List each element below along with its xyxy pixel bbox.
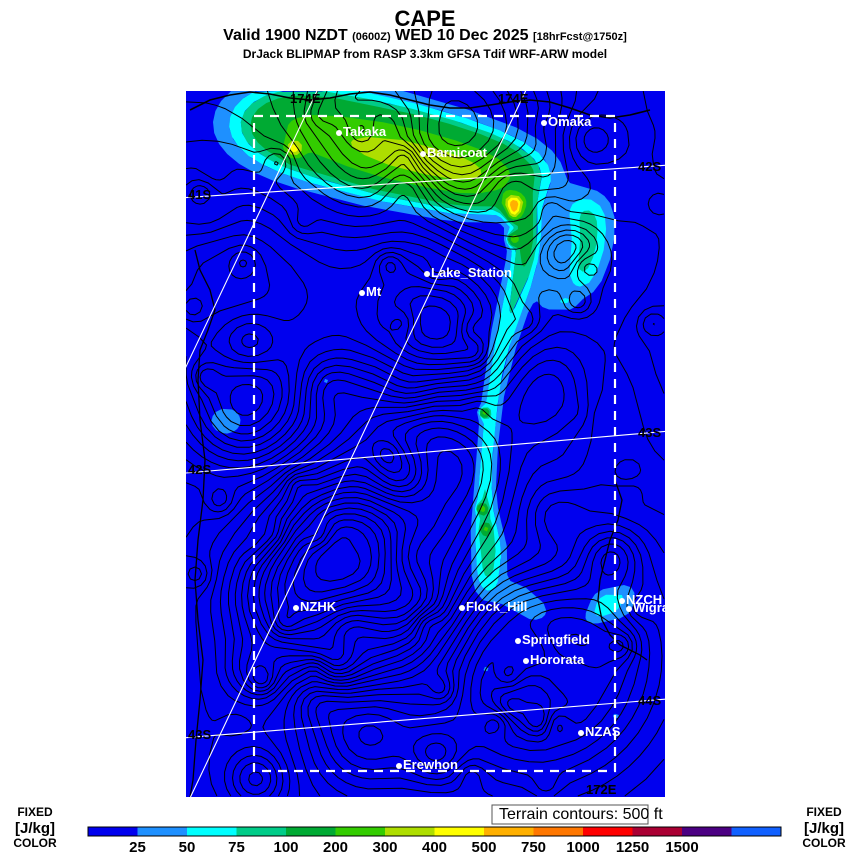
svg-text:50: 50 — [179, 839, 196, 856]
svg-text:500: 500 — [471, 839, 496, 856]
svg-text:174E: 174E — [290, 91, 321, 106]
svg-text:43S: 43S — [638, 425, 661, 440]
svg-text:1250: 1250 — [616, 839, 649, 856]
svg-text:174E: 174E — [498, 91, 529, 106]
svg-text:42S: 42S — [188, 462, 211, 477]
svg-text:44S: 44S — [638, 693, 661, 708]
svg-text:200: 200 — [323, 839, 348, 856]
svg-text:Terrain contours: 500 ft: Terrain contours: 500 ft — [499, 806, 663, 823]
svg-text:43S: 43S — [188, 727, 211, 742]
svg-text:172E: 172E — [586, 782, 617, 797]
svg-text:41S: 41S — [188, 187, 211, 202]
svg-text:1500: 1500 — [665, 839, 698, 856]
svg-text:750: 750 — [521, 839, 546, 856]
svg-text:100: 100 — [273, 839, 298, 856]
svg-text:75: 75 — [228, 839, 245, 856]
svg-text:400: 400 — [422, 839, 447, 856]
svg-text:42S: 42S — [638, 159, 661, 174]
svg-text:300: 300 — [372, 839, 397, 856]
svg-text:1000: 1000 — [566, 839, 599, 856]
svg-text:25: 25 — [129, 839, 146, 856]
